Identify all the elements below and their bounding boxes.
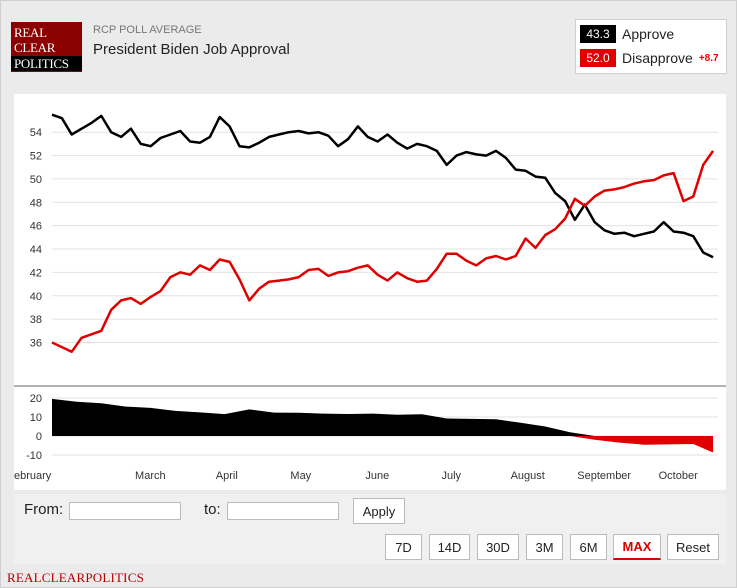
range-6m-button[interactable]: 6M (570, 534, 607, 560)
spread-y-tick-label: 10 (30, 412, 42, 424)
x-tick-label: October (659, 470, 698, 482)
approve-value-badge: 43.3 (580, 25, 616, 43)
disapprove-value-badge: 52.0 (580, 49, 616, 67)
x-tick-label: June (365, 470, 389, 482)
spread-y-tick-label: -10 (26, 450, 42, 462)
disapprove-label: Disapprove (622, 50, 693, 66)
chart-area[interactable]: 36 38 40 42 44 46 48 50 52 54 20 10 0 -10 ebruary March… (14, 94, 726, 490)
x-tick-label: April (216, 470, 238, 482)
legend-approve: 43.3 Approve (580, 25, 674, 43)
logo-line-2: CLEAR (14, 40, 56, 55)
series-line-disapprove (51, 150, 715, 354)
chart-title: President Biden Job Approval (93, 41, 290, 58)
spread-value: +8.7 (698, 52, 719, 64)
range-30d-button[interactable]: 30D (477, 534, 519, 560)
range-max-button[interactable]: MAX (613, 534, 661, 560)
date-range-controls: From: to: Apply 7D 14D 30D 3M 6M MAX Res… (14, 494, 726, 564)
from-date-input[interactable] (69, 502, 181, 520)
range-7d-button[interactable]: 7D (385, 534, 422, 560)
from-label: From: (24, 501, 64, 518)
logo-line-1: REAL (14, 25, 47, 40)
rcp-logo[interactable]: REAL CLEAR POLITICS (11, 22, 82, 72)
approve-label: Approve (622, 26, 675, 42)
y-tick-label: 40 (30, 291, 42, 303)
spread-y-tick-label: 20 (30, 393, 42, 405)
series-line-approve (51, 113, 714, 259)
x-tick-label: August (511, 470, 545, 482)
y-tick-label: 36 (30, 337, 42, 349)
logo-line-3: POLITICS (11, 56, 82, 71)
range-14d-button[interactable]: 14D (429, 534, 470, 560)
x-tick-label: March (135, 470, 166, 482)
x-tick-label: ebruary (14, 470, 52, 482)
y-tick-label: 38 (30, 314, 42, 326)
x-tick-label: September (577, 470, 631, 482)
chart-svg[interactable]: 36 38 40 42 44 46 48 50 52 54 20 10 0 -10 ebruary March… (14, 94, 726, 490)
legend: 43.3 Approve 52.0 Disapprove +8.7 (575, 19, 727, 74)
spread-area-positive (52, 398, 714, 436)
to-date-input[interactable] (227, 502, 339, 520)
spread-y-tick-label: 0 (36, 431, 42, 443)
range-3m-button[interactable]: 3M (526, 534, 563, 560)
spread-area-negative (52, 436, 714, 453)
x-tick-label: July (441, 470, 461, 482)
y-tick-label: 44 (30, 244, 42, 256)
y-tick-label: 52 (30, 151, 42, 163)
apply-button[interactable]: Apply (353, 498, 405, 524)
to-label: to: (204, 501, 221, 518)
legend-disapprove: 52.0 Disapprove +8.7 (580, 49, 719, 67)
footer-brand[interactable]: REALCLEARPOLITICS (7, 570, 145, 585)
poll-average-label: RCP POLL AVERAGE (93, 24, 202, 36)
x-tick-label: May (290, 470, 311, 482)
y-tick-label: 48 (30, 197, 42, 209)
reset-button[interactable]: Reset (667, 534, 719, 560)
y-tick-label: 42 (30, 267, 42, 279)
y-tick-label: 54 (30, 127, 42, 139)
y-tick-label: 50 (30, 174, 42, 186)
y-tick-label: 46 (30, 221, 42, 233)
